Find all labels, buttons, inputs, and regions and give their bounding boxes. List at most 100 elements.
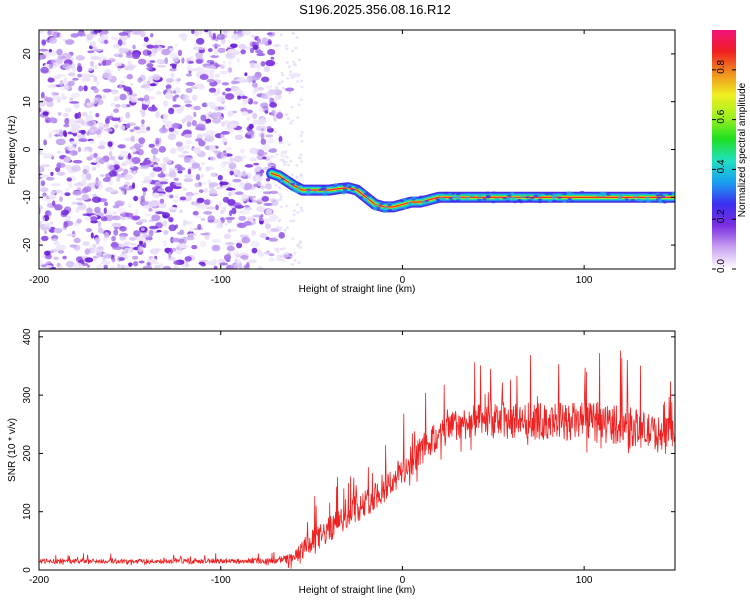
noise-blob [96,238,100,245]
noise-blob [247,215,254,222]
snr-panel: -200 -100 0 100 0 100 200 300 400 Height of str… [7,328,676,596]
noise-blob [227,229,231,233]
top-x-ticks: -200 -100 0 100 [29,30,593,286]
noise-blob [86,33,94,41]
noise-blob [243,204,250,208]
noise-blob [198,189,204,194]
signal-speckle [347,185,352,188]
noise-blob [255,206,266,213]
noise-blob [286,117,291,120]
noise-blob [99,174,105,177]
noise-blob [296,116,300,119]
noise-blob [117,174,123,179]
noise-blob [183,178,194,183]
noise-blob [127,64,135,71]
signal-speckle [451,195,457,199]
signal-speckle [520,195,525,199]
noise-blob [300,85,304,89]
signal-speckle [280,178,285,181]
noise-blob [188,68,199,72]
signal-speckle [411,198,416,201]
signal-speckle [491,200,496,204]
noise-blob [84,217,91,221]
noise-blob [50,116,55,123]
noise-blob [52,31,60,39]
noise-blob [266,138,275,144]
noise-blob [185,87,193,94]
noise-blob [120,115,124,122]
noise-blob [162,265,171,269]
noise-blob [223,141,227,146]
noise-blob [206,78,215,83]
noise-blob [192,147,202,152]
noise-blob [254,174,260,177]
noise-blob [256,52,266,57]
noise-blob [205,166,211,172]
noise-blob [72,262,83,269]
noise-blob [287,143,291,146]
noise-blob [252,96,258,100]
signal-speckle [333,183,338,186]
noise-blob [200,114,207,122]
noise-blob [205,111,213,115]
signal-speckle [657,198,663,201]
signal-speckle [646,200,651,203]
noise-blob [51,91,56,96]
signal-speckle [630,198,635,202]
noise-blob [113,159,118,166]
noise-blob [132,147,136,153]
noise-blob [168,224,177,232]
noise-blob [151,214,161,219]
noise-blob [143,94,150,102]
noise-blob [63,221,69,228]
noise-blob [222,161,230,165]
signal-speckle [402,206,407,210]
noise-blob [231,80,241,84]
noise-blob [194,182,200,188]
noise-blob [133,126,140,130]
noise-blob [222,91,226,96]
noise-blob [240,77,250,83]
top-x-axis-label: Height of straight line (km) [299,284,416,295]
noise-blob [39,258,43,266]
noise-blob [279,33,283,36]
noise-blob [53,228,63,234]
noise-blob [184,100,192,104]
y-tick-label: 0 [22,146,33,152]
snr-series [39,350,675,569]
noise-blob [127,152,132,160]
snr-frame [38,330,676,571]
noise-blob [39,152,46,156]
noise-blob [243,221,252,226]
signal-speckle [618,194,624,198]
noise-blob [86,131,90,136]
noise-blob [247,172,252,179]
noise-blob [278,192,282,196]
noise-blob [274,99,278,102]
noise-blob [226,245,235,252]
noise-blob [300,160,304,163]
signal-speckle [569,192,574,195]
noise-blob [127,247,133,254]
noise-blob [56,171,66,176]
noise-blob [279,205,283,209]
noise-blob [59,79,64,87]
noise-blob [59,33,63,39]
signal-speckle [342,188,348,191]
noise-blob [62,113,69,118]
noise-blob [181,57,185,64]
noise-blob [53,189,63,194]
noise-blob [173,265,178,269]
noise-blob [168,217,174,223]
noise-blob [268,155,277,159]
noise-blob [286,77,290,80]
noise-blob [93,152,98,158]
noise-blob [249,157,257,162]
noise-blob [192,192,199,196]
noise-blob [123,168,129,175]
noise-blob [65,39,75,45]
signal-speckle [450,199,455,203]
noise-blob [234,134,244,140]
noise-blob [81,73,91,79]
noise-blob [48,49,53,53]
